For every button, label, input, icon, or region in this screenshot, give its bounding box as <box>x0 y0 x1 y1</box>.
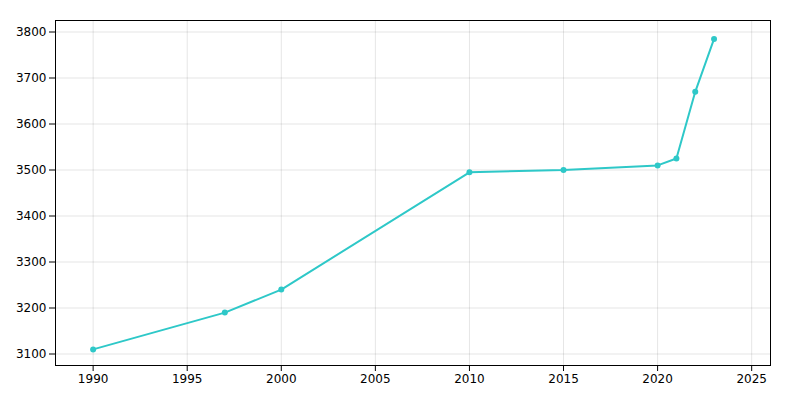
svg-text:3700: 3700 <box>16 71 47 85</box>
svg-text:3600: 3600 <box>16 117 47 131</box>
svg-text:1990: 1990 <box>78 372 109 386</box>
svg-text:2020: 2020 <box>642 372 673 386</box>
svg-text:1995: 1995 <box>172 372 203 386</box>
svg-text:3100: 3100 <box>16 347 47 361</box>
svg-text:2005: 2005 <box>360 372 391 386</box>
svg-text:2010: 2010 <box>454 372 485 386</box>
svg-text:2015: 2015 <box>548 372 579 386</box>
svg-text:3400: 3400 <box>16 209 47 223</box>
svg-text:3800: 3800 <box>16 25 47 39</box>
svg-text:3300: 3300 <box>16 255 47 269</box>
svg-text:2025: 2025 <box>736 372 767 386</box>
svg-text:2000: 2000 <box>266 372 297 386</box>
svg-text:3200: 3200 <box>16 301 47 315</box>
svg-text:3500: 3500 <box>16 163 47 177</box>
